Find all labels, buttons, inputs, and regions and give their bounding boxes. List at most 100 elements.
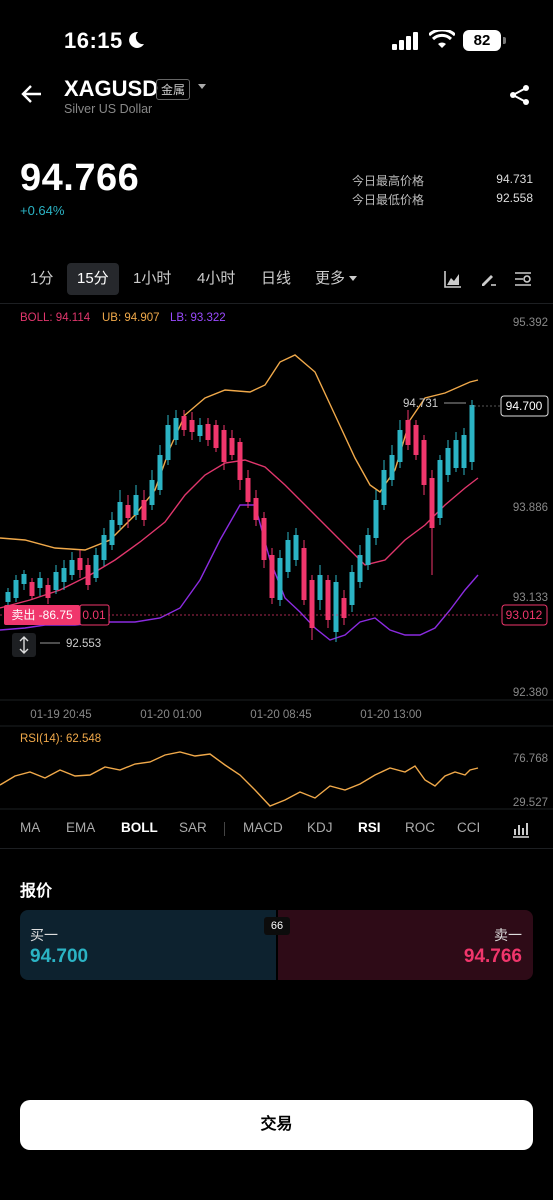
x-label-2: 01-20 08:45 xyxy=(250,709,311,721)
symbol-dropdown-icon[interactable] xyxy=(198,84,206,89)
candle-body xyxy=(381,470,387,505)
candle-body xyxy=(229,438,235,455)
candle-body xyxy=(37,578,43,588)
category-tag: 金属 xyxy=(156,79,191,100)
candle-body xyxy=(373,500,379,538)
candle-body xyxy=(389,455,395,480)
candle-body xyxy=(405,420,411,445)
day-low-label: 今日最低价格 xyxy=(352,193,425,207)
candle-body xyxy=(261,518,267,560)
candle-body xyxy=(101,535,107,560)
scale-toggle-glyph xyxy=(19,636,29,654)
spread-badge: 66 xyxy=(264,917,290,935)
x-label-0: 01-19 20:45 xyxy=(30,709,91,721)
status-bar: 16:15 82 xyxy=(0,28,553,54)
draw-tool-icon[interactable] xyxy=(479,270,497,288)
indicator-settings-icon[interactable] xyxy=(512,820,530,838)
candle-body xyxy=(109,520,115,545)
candle-body xyxy=(181,416,187,430)
price-change: +0.64% xyxy=(20,203,65,218)
battery-nub xyxy=(503,37,506,44)
symbol-title[interactable]: XAGUSD xyxy=(64,76,159,101)
rsi-line xyxy=(0,751,479,807)
chart-type-icon[interactable] xyxy=(444,270,462,288)
candle-body xyxy=(269,555,275,598)
indicator-sar[interactable]: SAR xyxy=(179,820,207,835)
current-price-badge xyxy=(500,395,549,417)
tab-1m[interactable]: 1分 xyxy=(30,270,54,287)
rsi-top-value: 76.768 xyxy=(513,753,548,765)
symbol-name: Silver US Dollar xyxy=(64,102,153,116)
candle-body xyxy=(149,480,155,505)
candle-body xyxy=(245,478,251,502)
divider xyxy=(0,848,553,849)
indicator-kdj[interactable]: KDJ xyxy=(307,820,333,835)
more-caret-icon[interactable] xyxy=(349,276,357,281)
boll-lower-band xyxy=(0,504,479,641)
candle-body xyxy=(349,572,355,605)
candle-body xyxy=(173,418,179,440)
candle-body xyxy=(421,440,427,485)
tab-daily[interactable]: 日线 xyxy=(261,270,292,287)
candle-body xyxy=(197,425,203,436)
sell-position-badge[interactable] xyxy=(4,605,80,625)
candle-body xyxy=(189,420,195,432)
candle-body xyxy=(45,585,51,598)
candle-body xyxy=(253,498,259,520)
tab-15m[interactable]: 15分 xyxy=(67,263,119,295)
sell-panel[interactable] xyxy=(278,910,533,980)
current-price: 94.766 xyxy=(20,157,140,199)
indicator-cci[interactable]: CCI xyxy=(457,820,481,835)
indicator-separator xyxy=(224,822,225,836)
candle-body xyxy=(133,495,139,515)
indicator-ema[interactable]: EMA xyxy=(66,820,96,835)
candle-body xyxy=(165,425,171,460)
back-arrow-icon[interactable] xyxy=(20,82,44,106)
position-price: 93.012 xyxy=(506,608,543,622)
tab-4h[interactable]: 4小时 xyxy=(197,270,236,287)
price-chart[interactable]: 95.392 93.886 93.133 92.380 01-19 20:45 … xyxy=(0,300,553,810)
boll-middle-band xyxy=(0,459,479,609)
candle-body xyxy=(213,425,219,448)
chart-settings-icon[interactable] xyxy=(514,270,532,288)
candle-body xyxy=(141,500,147,520)
candle-body xyxy=(469,405,475,462)
candle-body xyxy=(357,555,363,582)
candle-body xyxy=(413,425,419,455)
indicator-macd[interactable]: MACD xyxy=(243,820,283,835)
buy-panel[interactable] xyxy=(20,910,276,980)
y-label-0: 95.392 xyxy=(513,317,548,329)
indicator-rsi[interactable]: RSI xyxy=(358,820,381,835)
trade-button[interactable]: 交易 xyxy=(20,1100,533,1150)
candle-body xyxy=(309,580,315,628)
current-price-tag: 94.700 xyxy=(506,399,543,413)
boll-lb-label: LB: 93.322 xyxy=(170,312,226,324)
candle-body xyxy=(77,558,83,570)
bid-price: 94.700 xyxy=(30,946,89,967)
sell-qty-badge xyxy=(79,604,110,626)
day-low-value: 92.558 xyxy=(496,191,533,205)
candle-body xyxy=(5,592,11,602)
share-icon[interactable] xyxy=(509,84,531,106)
candle-body xyxy=(397,430,403,462)
position-price-badge xyxy=(501,604,548,626)
tab-more[interactable]: 更多 xyxy=(315,270,346,287)
candle-body xyxy=(293,535,299,560)
sell-position-label: 卖出 -86.75 xyxy=(11,608,73,622)
rsi-label: RSI(14): 62.548 xyxy=(20,733,102,745)
candle-body xyxy=(365,535,371,565)
tab-1h[interactable]: 1小时 xyxy=(133,270,172,287)
y-label-3: 92.380 xyxy=(513,687,548,699)
signal-icon xyxy=(392,32,418,50)
candle-body xyxy=(61,568,67,582)
divider xyxy=(0,303,553,304)
low-marker: 92.553 xyxy=(66,638,101,650)
indicator-boll[interactable]: BOLL xyxy=(121,820,158,835)
candle-body xyxy=(453,440,459,468)
candle-body xyxy=(29,582,35,596)
candle-body xyxy=(333,582,339,632)
day-high-value: 94.731 xyxy=(496,172,533,186)
indicator-ma[interactable]: MA xyxy=(20,820,41,835)
y-label-1: 93.886 xyxy=(513,502,548,514)
indicator-roc[interactable]: ROC xyxy=(405,820,435,835)
